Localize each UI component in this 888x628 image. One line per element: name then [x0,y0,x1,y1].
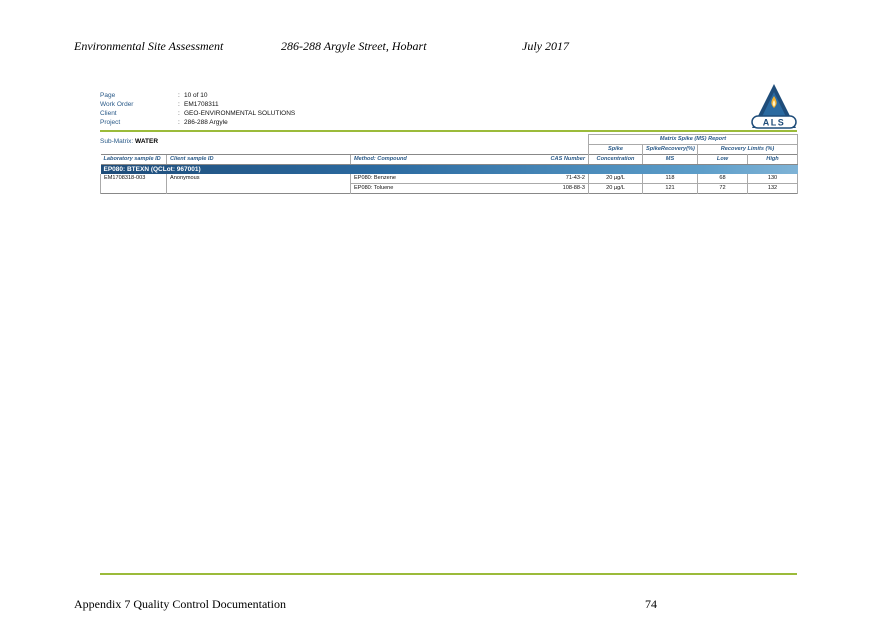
matrix-spike-report-header: Matrix Spike (MS) Report [587,134,799,145]
info-value: EM1708311 [184,101,219,108]
footer-divider [100,573,797,575]
cell-ms: 121 [642,183,698,194]
info-value: 10 of 10 [184,92,208,99]
header-site-address: 286-288 Argyle Street, Hobart [281,39,427,53]
table-column-header-row: Laboratory sample ID Client sample ID Me… [100,154,799,165]
info-label: Client [100,110,117,117]
col-lab-sample-id: Laboratory sample ID [100,154,167,165]
cell-compound: EP080: Benzene [350,174,539,184]
cell-low: 72 [697,183,748,194]
cell-client-id: Anonymous [166,174,351,184]
cell-high: 130 [746,174,799,184]
col-client-sample-id: Client sample ID [166,154,351,165]
cell-lab-id: EM1708318-003 [100,174,167,184]
cell-client-id [166,183,351,194]
recovery-limits-group-header: Recovery Limits (%) [696,144,799,155]
als-logo-icon: ALS [751,84,797,129]
sub-matrix-key: Sub-Matrix: [100,138,134,145]
info-label: Work Order [100,101,134,108]
footer-appendix-title: Appendix 7 Quality Control Documentation [74,597,286,611]
cell-concentration: 20 µg/L [588,174,643,184]
col-low: Low [697,154,748,165]
table-group-row: EP080: BTEXN (QCLot: 967001) [100,164,798,174]
table-super-header-row: Matrix Spike (MS) Report [101,134,799,145]
qc-lot-title: EP080: BTEXN (QCLot: 967001) [100,164,798,174]
header-divider [100,130,797,132]
col-cas-number: CAS Number [538,154,589,165]
col-ms: MS [642,154,698,165]
cell-lab-id [100,183,167,194]
col-high: High [746,154,799,165]
info-value: GEO-ENVIRONMENTAL SOLUTIONS [184,110,296,117]
sub-matrix-value: WATER [135,138,159,145]
spike-recovery-group-header: SpikeRecovery(%) [642,144,698,155]
logo-wordmark: ALS [763,118,786,128]
info-separator: : [178,101,180,108]
spike-group-header: Spike [588,144,643,155]
info-separator: : [178,119,180,126]
header-document-title: Environmental Site Assessment [74,39,224,53]
col-concentration: Concentration [588,154,643,165]
table-row: EP080: Toluene 108-88-3 20 µg/L 121 72 1… [100,183,799,194]
cell-cas: 108-88-3 [538,183,589,194]
table-row: EM1708318-003 Anonymous EP080: Benzene 7… [100,174,799,184]
info-label: Page [100,92,116,99]
cell-high: 132 [746,183,799,194]
cell-ms: 118 [642,174,698,184]
matrix-spike-table: Matrix Spike (MS) Report Spike SpikeReco… [100,134,799,194]
info-value: 286-288 Argyle [184,119,228,126]
table-group-header-row: Spike SpikeRecovery(%) Recovery Limits (… [101,144,799,155]
col-method-compound: Method: Compound [350,154,539,165]
cell-compound: EP080: Toluene [350,183,539,194]
header-date: July 2017 [522,39,569,53]
info-label: Project [100,119,121,126]
cell-low: 68 [697,174,748,184]
sub-matrix-label: Sub-Matrix: WATER [100,138,158,145]
cell-cas: 71-43-2 [565,175,585,181]
info-separator: : [178,92,180,99]
info-separator: : [178,110,180,117]
cell-concentration: 20 µg/L [588,183,643,194]
footer-page-number: 74 [645,597,657,611]
